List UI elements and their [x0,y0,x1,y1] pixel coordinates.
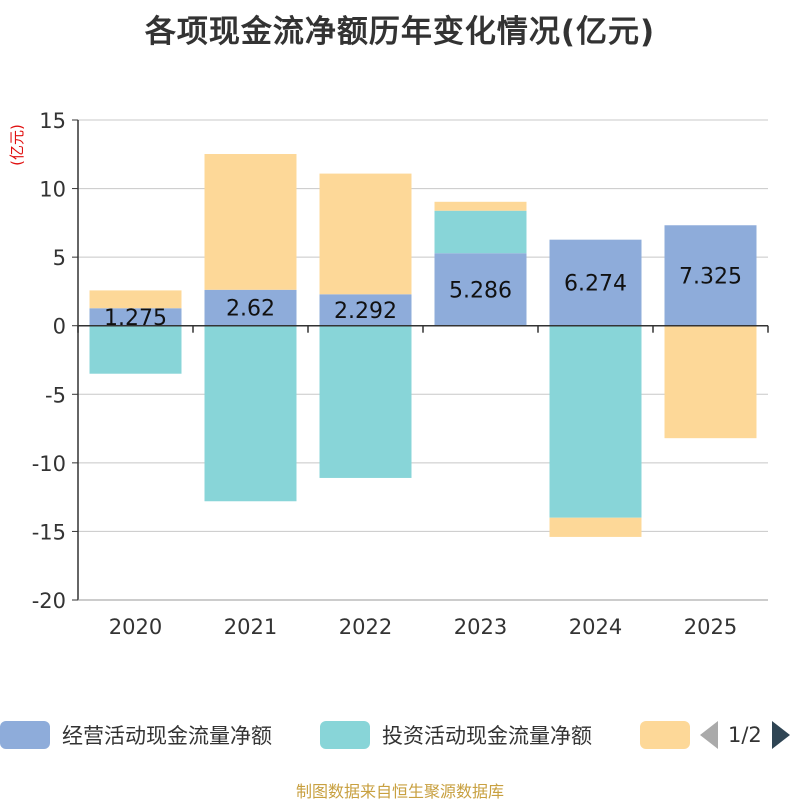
y-tick-label: -10 [32,452,66,476]
data-label-2022: 2.292 [334,299,397,324]
legend-swatch-operating [0,721,50,749]
y-tick-label: 10 [39,178,66,202]
bar-series0-2022[interactable] [319,294,412,326]
bar-series2-2024[interactable] [549,517,642,537]
bar-series1-2023[interactable] [434,210,527,254]
x-tick-label-2021: 2021 [224,615,277,639]
bar-series2-2025[interactable] [664,325,757,439]
y-tick-label: 15 [39,109,66,133]
x-tick-label-2025: 2025 [684,615,737,639]
bar-series2-2021[interactable] [204,154,297,290]
axes: 15 10 5 0 -5 -10 -15 -20 2020 2021 2022 2023 2024 202… [32,109,769,639]
bar-series1-2020[interactable] [89,325,182,374]
data-label-2020: 1.275 [104,306,167,331]
bar-series1-2022[interactable] [319,325,412,478]
legend-label-investing: 投资活动现金流量净额 [382,724,592,748]
x-tick-label-2023: 2023 [454,615,507,639]
bar-series0-2024[interactable] [549,239,642,326]
bar-series1-2024[interactable] [549,325,642,518]
legend-item-operating[interactable]: 经营活动现金流量净额 [0,718,272,752]
legend-item-investing[interactable]: 投资活动现金流量净额 [320,718,592,752]
x-tick-label-2024: 2024 [569,615,622,639]
next-page-icon[interactable] [771,721,790,749]
data-labels: 1.275 2.62 2.292 5.286 6.274 7.325 [104,264,742,330]
data-label-2023: 5.286 [449,278,512,303]
legend-swatch-financing [640,721,690,749]
y-tick-label: -20 [32,589,66,613]
y-tick-label: 0 [53,315,66,339]
x-tick-label-2020: 2020 [109,615,162,639]
data-label-2024: 6.274 [564,272,627,297]
bar-series0-2021[interactable] [204,289,297,326]
data-label-2021: 2.62 [226,297,275,322]
bar-series2-2020[interactable] [89,290,182,309]
y-tick-label: -15 [32,520,66,544]
source-note: 制图数据来自恒生聚源数据库 [295,782,504,801]
bar-series0-2025[interactable] [664,225,757,326]
legend-pager: 1/2 [700,718,790,752]
legend-item-financing[interactable] [640,718,690,752]
bar-series0-2023[interactable] [434,253,527,326]
bars [89,154,757,537]
chart-canvas: 15 10 5 0 -5 -10 -15 -20 2020 2021 2022 2023 2024 202… [8,109,769,639]
bar-series2-2022[interactable] [319,173,412,295]
legend-swatch-investing [320,721,370,749]
bar-series0-2020[interactable] [89,308,182,326]
y-axis-label: (亿元) [8,124,26,166]
data-label-2025: 7.325 [679,264,742,289]
y-tick-label: 5 [53,246,66,270]
legend-label-operating: 经营活动现金流量净额 [62,724,272,748]
x-tick-label-2022: 2022 [339,615,392,639]
legend-page-indicator: 1/2 [728,723,762,747]
y-tick-label: -5 [45,383,66,407]
legend: 经营活动现金流量净额 投资活动现金流量净额 [0,718,800,752]
chart-title: 各项现金流净额历年变化情况(亿元) [144,14,656,50]
prev-page-icon[interactable] [700,721,718,749]
bar-series2-2023[interactable] [434,201,527,211]
bar-series1-2021[interactable] [204,325,297,502]
